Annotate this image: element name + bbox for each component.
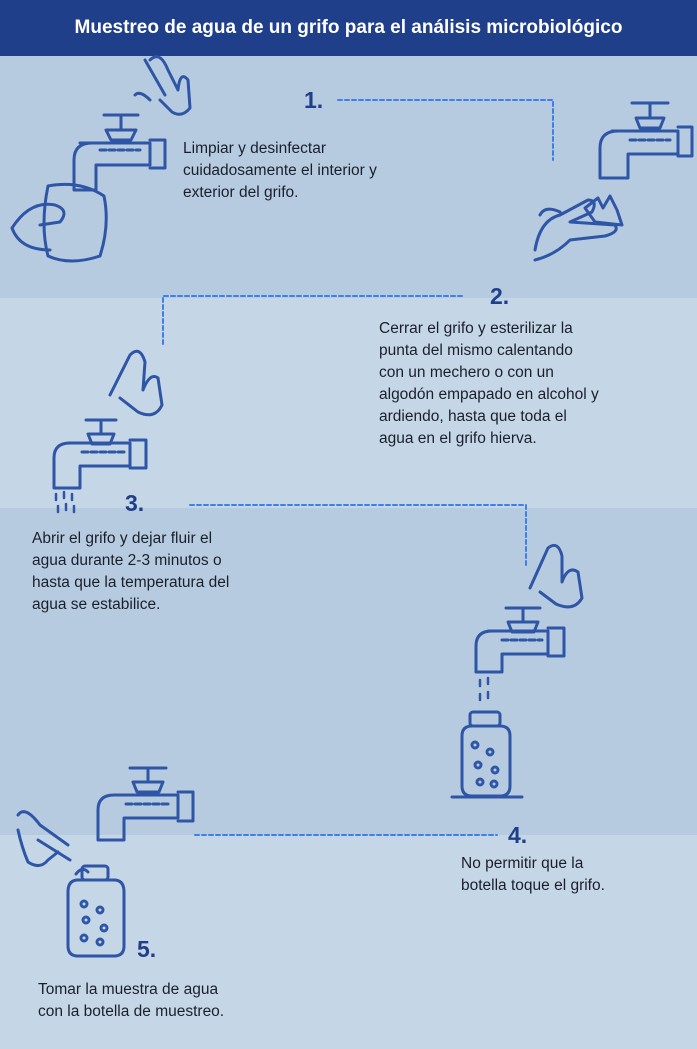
hand-icon	[528, 543, 584, 609]
hand-icon	[533, 198, 618, 262]
step-5-number: 5.	[137, 936, 157, 962]
step-4-text: No permitir que la botella toque el grif…	[461, 855, 605, 894]
water-drops-icon	[478, 676, 490, 702]
bottle-icon	[66, 864, 126, 958]
water-drops-icon	[54, 490, 76, 514]
page-title: Muestreo de agua de un grifo para el aná…	[0, 0, 697, 56]
step-5-text: Tomar la muestra de agua con la botella …	[38, 981, 225, 1020]
step-2-text: Cerrar el grifo y esterilizar la punta d…	[379, 320, 599, 447]
step-3-text: Abrir el grifo y dejar fluir el agua dur…	[32, 530, 230, 613]
hand-icon	[133, 55, 192, 116]
faucet-icon	[52, 418, 148, 490]
step-2-number: 2.	[490, 283, 510, 309]
hand-icon	[108, 349, 164, 417]
faucet-icon	[598, 101, 694, 180]
step-3-band	[0, 508, 697, 835]
step-1-number: 1.	[304, 87, 324, 113]
cloth-icon	[10, 182, 108, 263]
step-4-number: 4.	[508, 822, 528, 848]
step-4-band	[0, 835, 697, 1049]
step-2-band	[0, 298, 697, 508]
faucet-icon	[474, 606, 566, 674]
faucet-icon	[96, 766, 195, 842]
step-1-text: Limpiar y desinfectar cuidadosamente el …	[183, 140, 377, 201]
hand-icon	[16, 810, 72, 867]
faucet-icon	[72, 113, 167, 192]
bottle-icon	[450, 710, 524, 799]
step-1-band	[0, 56, 697, 298]
step-3-number: 3.	[125, 490, 145, 516]
connector-lines	[162, 99, 554, 836]
